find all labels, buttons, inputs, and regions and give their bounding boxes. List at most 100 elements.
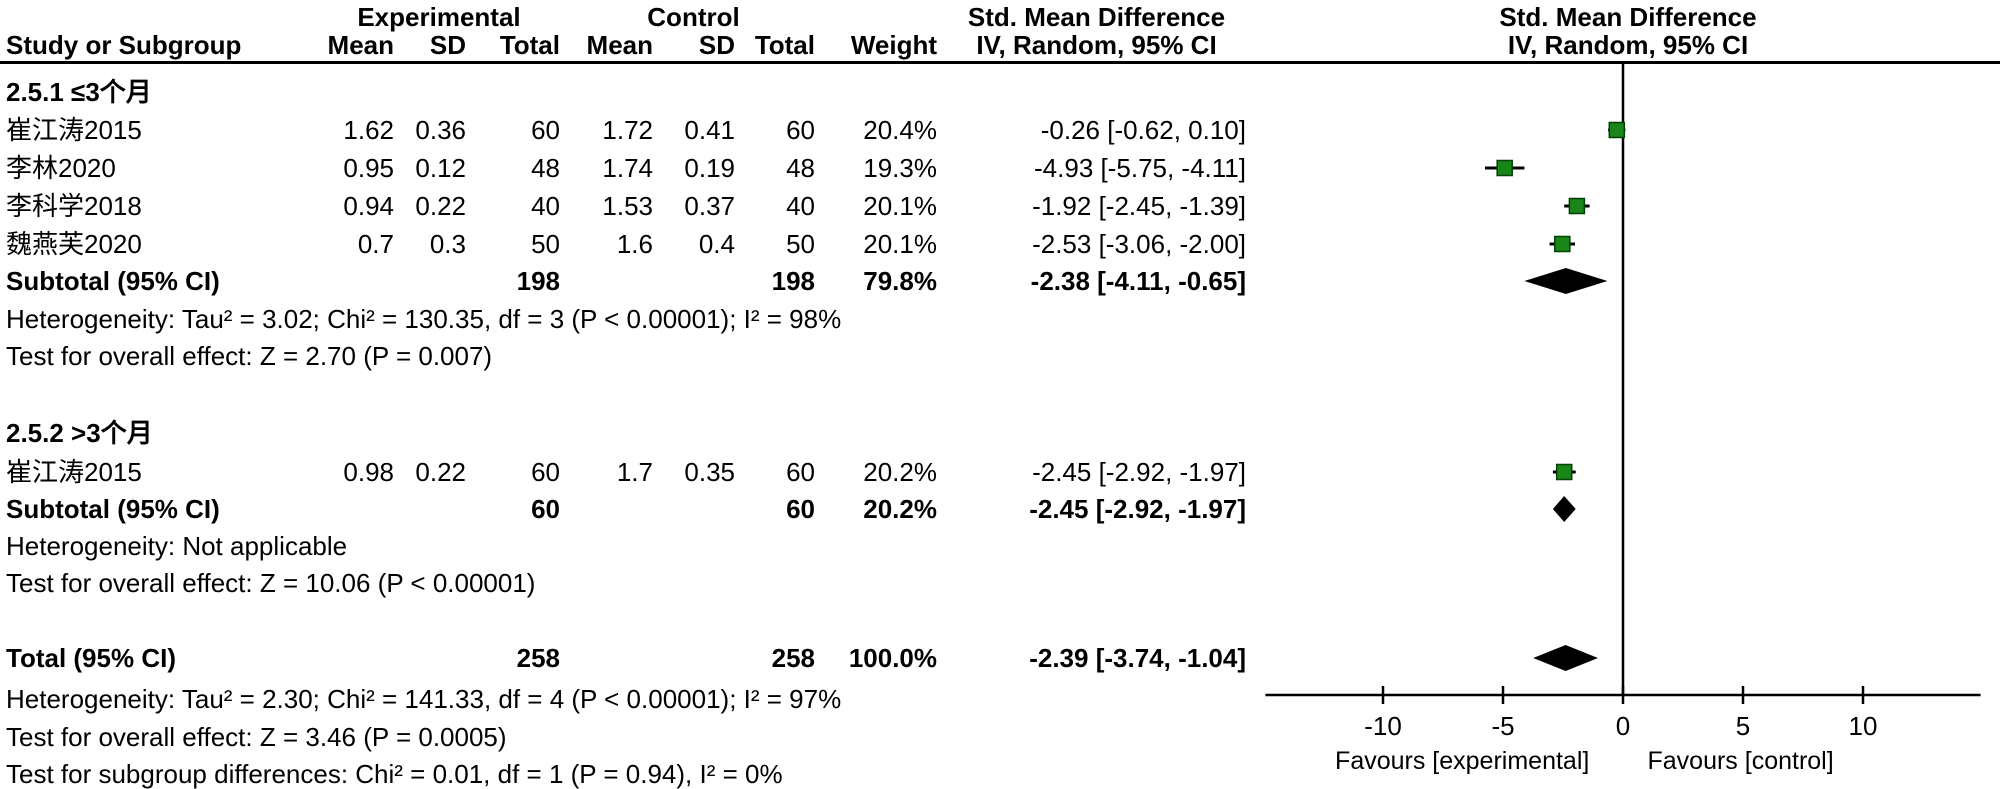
sd-control: 0.41 [684, 115, 735, 145]
table-row: 李科学2018 0.94 0.22 40 1.53 0.37 40 20.1% … [0, 188, 1250, 225]
plot-subtitle: IV, Random, 95% CI [1507, 30, 1749, 60]
mean-experimental: 0.7 [357, 229, 394, 259]
study-label: 崔江涛2015 [6, 457, 142, 487]
subgroup-header-row: 2.5.2 >3个月 [0, 415, 1250, 452]
study-label: 魏燕芙2020 [6, 229, 142, 259]
study-marker [1608, 121, 1626, 139]
overall-effect-note: Test for overall effect: Z = 2.70 (P = 0… [6, 341, 493, 371]
total-control: 60 [786, 115, 815, 145]
col-total-experimental: Total [499, 30, 560, 60]
axis-tick-label: 5 [1736, 711, 1750, 741]
total-row: Total (95% CI) 258 258 100.0% -2.39 [-3.… [0, 640, 1250, 677]
weight-value: 100.0% [848, 643, 937, 673]
weight-value: 20.1% [863, 191, 937, 221]
table-row: 李林2020 0.95 0.12 48 1.74 0.19 48 19.3% -… [0, 150, 1250, 187]
total-experimental: 50 [531, 229, 560, 259]
subgroup-differences-note: Test for subgroup differences: Chi² = 0.… [6, 759, 783, 789]
mean-experimental: 0.95 [343, 153, 394, 183]
ci-text: -1.92 [-2.45, -1.39] [1032, 191, 1246, 221]
heterogeneity-note: Heterogeneity: Tau² = 3.02; Chi² = 130.3… [6, 304, 842, 334]
total-experimental: 198 [516, 266, 560, 296]
weight-value: 20.1% [863, 229, 937, 259]
table-row: 崔江涛2015 1.62 0.36 60 1.72 0.41 60 20.4% … [0, 112, 1250, 149]
mean-control: 1.6 [616, 229, 653, 259]
total-experimental: 60 [531, 494, 560, 524]
mean-control: 1.74 [602, 153, 653, 183]
total-experimental: 48 [531, 153, 560, 183]
pooled-diamond [1533, 645, 1598, 671]
mean-control: 1.7 [616, 457, 653, 487]
total-control: 50 [786, 229, 815, 259]
smd-group-header: Std. Mean Difference [967, 2, 1226, 32]
study-label: 崔江涛2015 [6, 115, 142, 145]
sd-control: 0.4 [698, 229, 735, 259]
sd-control: 0.37 [684, 191, 735, 221]
overall-effect-note: Test for overall effect: Z = 10.06 (P < … [6, 568, 536, 598]
heterogeneity-note: Heterogeneity: Tau² = 2.30; Chi² = 141.3… [6, 684, 842, 714]
axis-tick-label: -5 [1491, 711, 1514, 741]
col-sd-experimental: SD [429, 30, 466, 60]
axis-tick-label: -10 [1364, 711, 1402, 741]
col-study-or-subgroup: Study or Subgroup [6, 30, 242, 60]
favours-right-label: Favours [control] [1648, 747, 1834, 775]
total-control: 40 [786, 191, 815, 221]
ci-text: -0.26 [-0.62, 0.10] [1040, 115, 1246, 145]
col-mean-experimental: Mean [327, 30, 394, 60]
study-marker [1568, 197, 1586, 215]
table-header-groups: Experimental Control Std. Mean Differenc… [0, 3, 1250, 31]
study-marker [1554, 235, 1571, 253]
subtotal-row: Subtotal (95% CI) 60 60 20.2% -2.45 [-2.… [0, 491, 1250, 528]
subtotal-row: Subtotal (95% CI) 198 198 79.8% -2.38 [-… [0, 263, 1250, 300]
study-label: 李科学2018 [6, 191, 142, 221]
table-header-columns: Study or Subgroup Mean SD Total Mean SD … [0, 31, 1250, 59]
ci-text: -2.45 [-2.92, -1.97] [1029, 494, 1246, 524]
sd-control: 0.35 [684, 457, 735, 487]
study-label: 李林2020 [6, 153, 116, 183]
ci-text: -2.39 [-3.74, -1.04] [1029, 643, 1246, 673]
mean-experimental: 1.62 [343, 115, 394, 145]
axis-tick-label: 10 [1849, 711, 1878, 741]
mean-experimental: 0.94 [343, 191, 394, 221]
ci-text: -4.93 [-5.75, -4.11] [1034, 153, 1246, 183]
weight-value: 20.2% [863, 494, 937, 524]
subgroup-label: 2.5.1 ≤3个月 [6, 77, 152, 107]
total-control: 48 [786, 153, 815, 183]
subgroup-header-row: 2.5.1 ≤3个月 [0, 74, 1250, 111]
heterogeneity-note: Heterogeneity: Not applicable [6, 531, 348, 561]
total-experimental: 40 [531, 191, 560, 221]
mean-control: 1.53 [602, 191, 653, 221]
col-total-control: Total [754, 30, 815, 60]
weight-value: 79.8% [863, 266, 937, 296]
total-control: 60 [786, 494, 815, 524]
control-group-header: Control [647, 2, 740, 32]
sd-experimental: 0.12 [415, 153, 466, 183]
weight-value: 20.2% [863, 457, 937, 487]
ci-text: -2.38 [-4.11, -0.65] [1030, 266, 1246, 296]
pooled-diamond [1524, 268, 1608, 294]
study-marker [1496, 159, 1513, 177]
sd-experimental: 0.22 [415, 191, 466, 221]
forest-plot: -10 -5 0 5 10 Favours [experimental] Favours [… [1265, 64, 1981, 775]
study-marker [1555, 463, 1573, 481]
experimental-group-header: Experimental [357, 2, 521, 32]
plot-title: Std. Mean Difference [1499, 2, 1757, 32]
total-experimental: 258 [516, 643, 560, 673]
col-mean-control: Mean [586, 30, 653, 60]
total-control: 60 [786, 457, 815, 487]
axis-tick-label: 0 [1616, 711, 1630, 741]
sd-control: 0.19 [684, 153, 735, 183]
pooled-diamond [1552, 496, 1576, 522]
sd-experimental: 0.22 [415, 457, 466, 487]
header-underline [0, 61, 2000, 64]
sd-experimental: 0.3 [429, 229, 466, 259]
ci-text: -2.53 [-3.06, -2.00] [1032, 229, 1246, 259]
weight-value: 19.3% [863, 153, 937, 183]
mean-experimental: 0.98 [343, 457, 394, 487]
subgroup-label: 2.5.2 >3个月 [6, 418, 153, 448]
col-iv-random-ci: IV, Random, 95% CI [976, 30, 1217, 60]
total-control: 198 [771, 266, 815, 296]
subtotal-label: Subtotal (95% CI) [6, 266, 220, 296]
table-row: 崔江涛2015 0.98 0.22 60 1.7 0.35 60 20.2% -… [0, 454, 1250, 491]
col-sd-control: SD [698, 30, 735, 60]
